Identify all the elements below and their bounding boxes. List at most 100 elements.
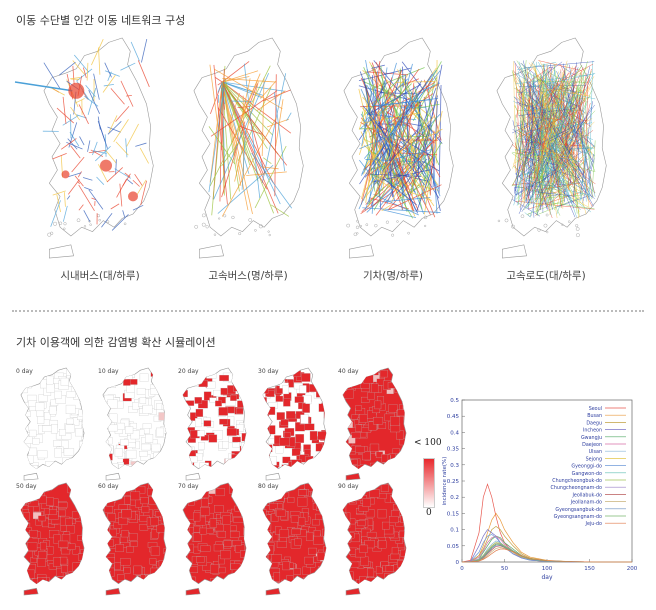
jeju-outline (502, 244, 527, 259)
network-link (580, 127, 583, 150)
district-cell (287, 497, 295, 503)
district-cell (402, 498, 407, 505)
district-cell (102, 591, 104, 595)
district-cell (40, 478, 49, 480)
network-link (377, 145, 402, 186)
network-link (532, 81, 551, 198)
day-label-10: 10 day (98, 368, 119, 375)
network-link (519, 84, 525, 161)
network-link (410, 174, 430, 194)
district-cell (189, 375, 198, 384)
district-cell (361, 396, 370, 403)
district-cell (323, 546, 327, 556)
district-cell (182, 543, 189, 553)
district-cell (409, 402, 417, 408)
city-hotspot (68, 82, 85, 99)
network-link (364, 81, 372, 122)
district-cell (319, 368, 327, 375)
network-link (535, 203, 554, 205)
network-link (358, 148, 388, 210)
district-cell (267, 456, 277, 466)
district-cell (102, 571, 108, 579)
network-link (397, 78, 420, 88)
network-link (213, 64, 228, 205)
district-cell (213, 544, 224, 552)
simulation-map-0 (20, 367, 85, 481)
network-link (135, 142, 147, 147)
district-cell (156, 427, 165, 437)
district-cell (206, 372, 217, 379)
district-cell (390, 457, 401, 467)
district-cell (232, 474, 241, 480)
district-cell (276, 541, 287, 548)
district-cell (297, 497, 308, 507)
district-cell (146, 582, 154, 592)
x-tick-label: 200 (627, 566, 638, 572)
district-cell (342, 533, 345, 541)
district-cell (168, 374, 178, 382)
district-cell (105, 437, 113, 445)
district-cell (234, 592, 245, 595)
jeju-outline (345, 472, 361, 481)
district-cell (240, 442, 247, 452)
district-cell (182, 498, 187, 506)
district-cell (53, 440, 62, 447)
network-link (532, 133, 543, 207)
network-link (84, 95, 99, 107)
district-cell (102, 515, 105, 522)
district-cell (150, 567, 158, 577)
district-cell (29, 490, 37, 499)
jeju-outline (49, 244, 74, 259)
district-cell (153, 469, 161, 478)
district-cell (243, 467, 247, 476)
network-link (522, 89, 585, 107)
network-link (533, 101, 563, 113)
district-cell (231, 458, 240, 466)
network-link (553, 202, 595, 210)
district-cell (118, 517, 128, 525)
network-link (379, 129, 441, 207)
network-link (382, 76, 433, 119)
network-link (381, 128, 419, 172)
network-link (360, 77, 393, 205)
district-cell (122, 489, 132, 496)
network-link (52, 153, 67, 160)
network-link (537, 65, 549, 123)
jeju-outline (199, 244, 224, 259)
district-cell (152, 464, 160, 474)
district-cell (342, 489, 343, 497)
network-link (239, 125, 263, 135)
y-tick-label: 0.1 (450, 528, 459, 534)
district-cell (108, 413, 118, 423)
jeju-outline (349, 244, 374, 259)
island (123, 222, 127, 226)
district-cell (113, 522, 123, 529)
district-cell (387, 382, 397, 389)
network-link (533, 82, 544, 177)
district-cell (50, 424, 58, 434)
district-cell (332, 566, 339, 574)
network-link (371, 64, 385, 69)
network-link (221, 81, 249, 211)
district-cell (262, 493, 265, 501)
district-cell (250, 419, 260, 428)
network-link (519, 120, 527, 203)
district-cell (327, 441, 334, 450)
island (396, 220, 399, 223)
district-cell (359, 576, 367, 586)
district-cell (262, 593, 266, 595)
district-cell (182, 531, 190, 538)
district-cell (262, 509, 267, 516)
district-cell (93, 566, 100, 572)
network-link (98, 164, 108, 183)
district-cell (106, 497, 115, 507)
district-cell (220, 582, 231, 591)
district-cell (149, 476, 158, 480)
district-cell (238, 475, 247, 480)
district-cell (20, 523, 27, 529)
district-cell (253, 450, 259, 459)
simulation-map-5 (20, 482, 85, 596)
network-link (518, 95, 578, 214)
network-link (532, 137, 566, 171)
network-link (366, 84, 431, 182)
